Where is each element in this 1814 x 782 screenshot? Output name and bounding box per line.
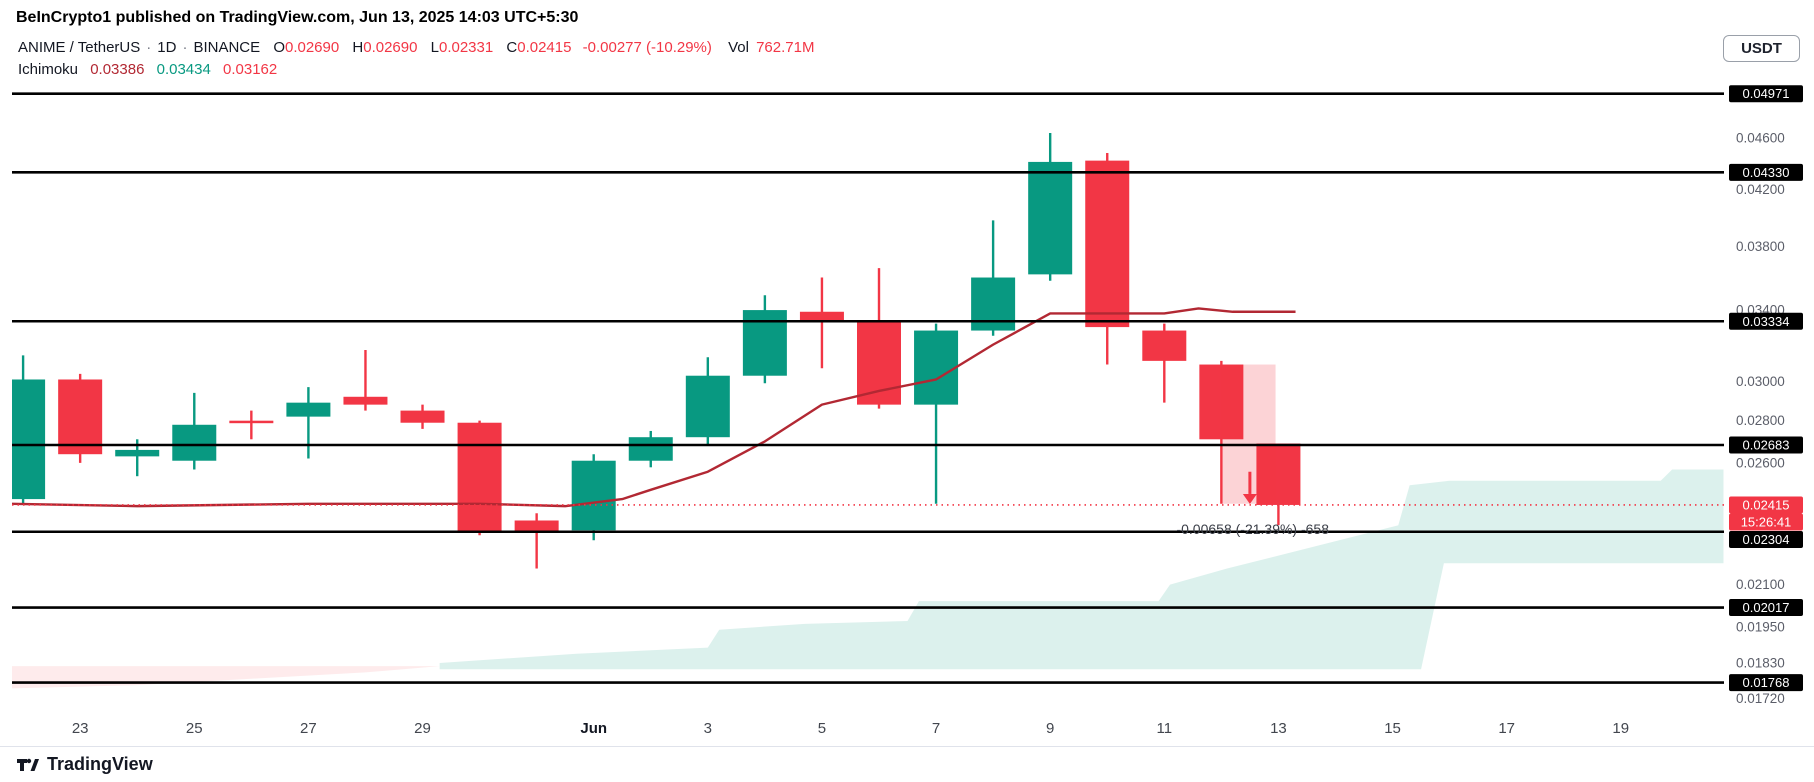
x-tick-27: 27: [300, 720, 317, 737]
countdown-badge: [1729, 513, 1803, 531]
legend-separator: ·: [146, 39, 152, 56]
legend-separator: ·: [182, 39, 188, 56]
level-badge-0.03334: [1729, 312, 1803, 330]
x-tick-17: 17: [1498, 720, 1515, 737]
x-tick-29: 29: [414, 720, 431, 737]
interval-label[interactable]: 1D: [157, 39, 177, 56]
last-price-badge-text: 0.02415: [1743, 497, 1790, 512]
candle-body-20: [1142, 330, 1187, 361]
candle-body-2: [115, 449, 160, 457]
countdown-badge-text: 15:26:41: [1741, 514, 1792, 529]
x-tick-7: 7: [932, 720, 940, 737]
symbol-name[interactable]: ANIME / TetherUS: [18, 39, 141, 56]
candle-body-14: [799, 311, 844, 321]
y-tick-0.01830: 0.01830: [1736, 655, 1785, 670]
candle-body-3: [172, 424, 217, 461]
ohlc-close: C0.02415: [506, 39, 572, 56]
change-value: -0.00277 (-10.29%): [582, 39, 712, 56]
ohlc-low: L0.02331: [430, 39, 494, 56]
candle-body-7: [400, 410, 445, 423]
x-tick-19: 19: [1612, 720, 1629, 737]
candle-body-6: [343, 396, 388, 405]
candle-body-17: [971, 277, 1016, 331]
y-tick-0.03800: 0.03800: [1736, 239, 1785, 254]
ichimoku-value-3: 0.03162: [223, 61, 278, 78]
level-badge-0.04330: [1729, 163, 1803, 181]
byline: BeInCrypto1 published on TradingView.com…: [16, 9, 579, 26]
candle-body-18: [1028, 161, 1073, 275]
x-tick-23: 23: [72, 720, 89, 737]
level-badge-0.02683: [1729, 436, 1803, 454]
footer-bar: TradingView: [0, 746, 1814, 782]
level-badge-0.02304: [1729, 530, 1803, 548]
y-tick-0.03000: 0.03000: [1736, 374, 1785, 389]
y-tick-0.01950: 0.01950: [1736, 619, 1785, 634]
level-badge-0.03334-text: 0.03334: [1743, 314, 1790, 329]
exchange-label[interactable]: BINANCE: [193, 39, 261, 56]
level-badge-0.04330-text: 0.04330: [1743, 165, 1790, 180]
plot-area[interactable]: -0.00658 (-21.39%) -658: [1, 92, 1724, 689]
candle-body-16: [914, 330, 959, 405]
candle-body-13: [742, 310, 787, 376]
x-tick-15: 15: [1384, 720, 1401, 737]
candle-body-22: [1256, 443, 1301, 505]
candle-body-0: [12, 379, 46, 500]
candle-body-4: [229, 420, 274, 424]
x-tick-13: 13: [1270, 720, 1287, 737]
indicator-legend: Ichimoku 0.03386 0.03434 0.03162: [18, 61, 277, 78]
y-tick-0.02100: 0.02100: [1736, 577, 1785, 592]
y-tick-0.01720: 0.01720: [1736, 691, 1785, 706]
level-badge-0.02017-text: 0.02017: [1743, 600, 1790, 615]
candle-body-1: [58, 379, 103, 455]
candle-body-5: [286, 402, 331, 417]
level-badge-0.04971-text: 0.04971: [1743, 86, 1790, 101]
x-tick-11: 11: [1157, 720, 1173, 737]
currency-toggle-button[interactable]: USDT: [1723, 35, 1800, 62]
ichimoku-value-1: 0.03386: [90, 61, 145, 78]
ohlc-high: H0.02690: [352, 39, 418, 56]
candle-body-21: [1199, 364, 1244, 440]
level-badge-0.04971: [1729, 85, 1803, 103]
ichimoku-base-line: [12, 307, 1296, 508]
x-tick-Jun: Jun: [580, 720, 607, 737]
measure-arrow-head: [1242, 493, 1257, 504]
last-price-badge: [1729, 496, 1803, 514]
candle-body-12: [685, 375, 730, 438]
level-badge-0.01768: [1729, 674, 1803, 692]
x-tick-3: 3: [704, 720, 712, 737]
y-tick-0.02600: 0.02600: [1736, 455, 1785, 470]
y-tick-0.04200: 0.04200: [1736, 182, 1785, 197]
y-tick-0.02800: 0.02800: [1736, 413, 1785, 428]
ichimoku-value-2: 0.03434: [156, 61, 211, 78]
candle-body-8: [457, 422, 502, 533]
volume-value: 762.71M: [756, 39, 815, 56]
time-axis[interactable]: [0, 714, 1814, 746]
x-tick-5: 5: [818, 720, 826, 737]
candle-body-10: [571, 460, 616, 531]
candle-body-9: [514, 520, 559, 533]
x-tick-25: 25: [186, 720, 203, 737]
measure-label: -0.00658 (-21.39%) -658: [1176, 521, 1329, 537]
candle-body-11: [628, 437, 673, 461]
ohlc-open: O0.02690: [273, 39, 340, 56]
candle-body-19: [1085, 160, 1130, 328]
y-tick-0.04600: 0.04600: [1736, 130, 1785, 145]
volume-label: Vol: [728, 39, 749, 56]
level-badge-0.02304-text: 0.02304: [1743, 532, 1790, 547]
indicator-name[interactable]: Ichimoku: [18, 61, 79, 78]
level-badge-0.02017: [1729, 599, 1803, 617]
x-tick-9: 9: [1046, 720, 1054, 737]
level-badge-0.02683-text: 0.02683: [1743, 438, 1790, 453]
tradingview-logo-text[interactable]: TradingView: [47, 754, 153, 774]
level-badge-0.01768-text: 0.01768: [1743, 675, 1790, 690]
symbol-legend: ANIME / TetherUS · 1D · BINANCE O0.02690 H0.…: [18, 39, 814, 56]
ichimoku-cloud-bearish: [12, 666, 440, 689]
ichimoku-cloud-bullish: [439, 469, 1724, 670]
tradingview-logo-icon: [16, 755, 40, 775]
